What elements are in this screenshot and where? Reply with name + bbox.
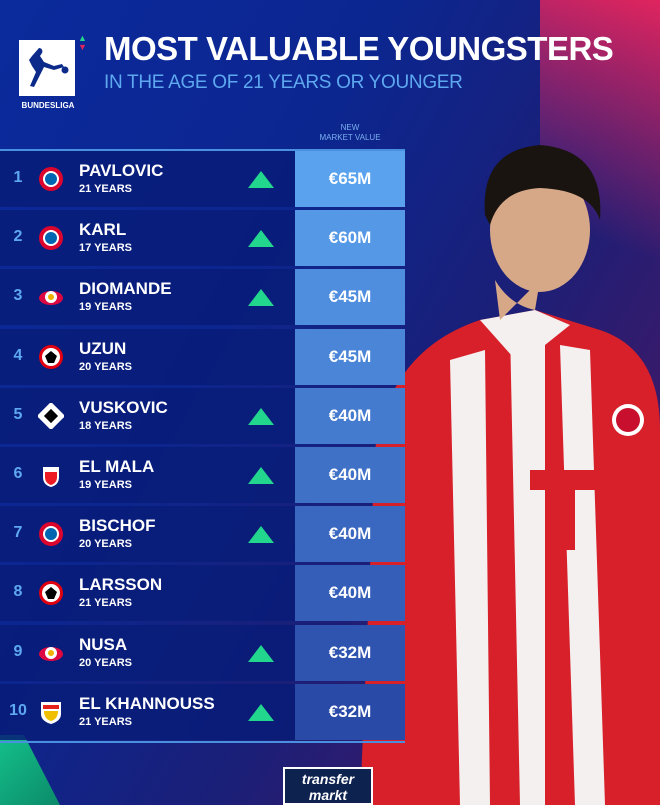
- column-header-market-value: NEW MARKET VALUE: [295, 123, 405, 143]
- club-crest-icon: [39, 646, 63, 661]
- club-crest-icon: [39, 581, 63, 606]
- player-name: DIOMANDE: [79, 279, 172, 299]
- trend-up-icon: [248, 171, 274, 188]
- club-crest-icon: [39, 522, 63, 547]
- player-age: 17 YEARS: [79, 242, 132, 255]
- player-name: LARSSON: [79, 575, 163, 595]
- player-age: 21 YEARS: [79, 597, 132, 610]
- table-bottom-line: [0, 741, 405, 743]
- trend-up-icon: [248, 467, 274, 484]
- rank-number: 4: [13, 346, 23, 364]
- player-name: EL MALA: [79, 457, 155, 476]
- table-row: 8 LARSSON 21 YEARS €40M: [0, 565, 405, 622]
- player-name: VUSKOVIC: [79, 397, 168, 417]
- player-name: EL KHANNOUSS: [79, 693, 215, 713]
- market-value: €40M: [295, 447, 405, 503]
- market-value: €40M: [295, 565, 405, 622]
- market-value: €32M: [295, 683, 405, 740]
- page-title: MOST VALUABLE YOUNGSTERS: [104, 30, 614, 67]
- background-accent-green: [0, 735, 60, 805]
- rank-number: 1: [13, 169, 23, 186]
- player-age: 21 YEARS: [79, 715, 132, 728]
- player-name: BISCHOF: [79, 516, 156, 536]
- up-down-arrows-icon: ▲ ▼: [78, 33, 87, 52]
- transfermarkt-logo: transfer markt: [283, 767, 373, 805]
- rank-number: 7: [13, 524, 23, 542]
- table-row: 4 UZUN 20 YEARS €45M: [0, 328, 405, 385]
- table-top-line: [0, 149, 405, 151]
- player-name: PAVLOVIC: [79, 161, 164, 180]
- rank-number: 8: [13, 583, 23, 601]
- trend-up-icon: [248, 289, 274, 307]
- table-row: 3 DIOMANDE 19 YEARS €45M: [0, 269, 405, 326]
- club-crest-icon: [38, 402, 64, 429]
- rank-number: 6: [13, 465, 23, 482]
- player-age: 21 YEARS: [79, 183, 132, 195]
- market-value: €45M: [295, 328, 405, 385]
- page-subtitle: IN THE AGE OF 21 YEARS OR YOUNGER: [104, 72, 463, 93]
- trend-up-icon: [248, 644, 274, 662]
- market-value: €60M: [295, 210, 405, 267]
- market-value: €45M: [295, 269, 405, 326]
- trend-up-icon: [248, 407, 274, 425]
- player-age: 20 YEARS: [79, 656, 132, 669]
- column-header-line1: NEW: [340, 123, 360, 132]
- player-name: NUSA: [79, 634, 128, 654]
- rank-number: 9: [13, 642, 23, 660]
- club-crest-icon: [39, 291, 63, 306]
- player-age: 20 YEARS: [79, 360, 132, 373]
- market-value: €65M: [295, 151, 405, 207]
- player-age: 20 YEARS: [79, 538, 132, 551]
- rank-number: 10: [9, 701, 27, 719]
- rank-number: 2: [13, 228, 23, 246]
- player-photo: [360, 145, 660, 805]
- player-age: 19 YEARS: [79, 301, 132, 314]
- player-age: 18 YEARS: [79, 419, 132, 432]
- player-name: KARL: [79, 220, 127, 240]
- bundesliga-logo: [19, 40, 75, 96]
- market-value: €40M: [295, 387, 405, 444]
- table-row: 2 KARL 17 YEARS €60M: [0, 210, 405, 267]
- trend-up-icon: [248, 526, 274, 544]
- column-header-line2: MARKET VALUE: [319, 133, 381, 142]
- player-name: UZUN: [79, 338, 127, 358]
- club-crest-icon: [39, 226, 63, 251]
- market-value: €32M: [295, 624, 405, 681]
- club-crest-icon: [39, 167, 63, 191]
- club-crest-icon: [43, 467, 59, 487]
- table-row: 6 EL MALA 19 YEARS €40M: [0, 447, 405, 503]
- table-row: 5 VUSKOVIC 18 YEARS €40M: [0, 387, 405, 444]
- table-row: 9 NUSA 20 YEARS €32M: [0, 624, 405, 681]
- club-crest-icon: [41, 701, 61, 724]
- logo-text: BUNDESLIGA: [21, 101, 75, 110]
- rank-number: 5: [13, 405, 23, 423]
- rank-number: 3: [13, 287, 23, 305]
- trend-up-icon: [248, 703, 274, 721]
- table-row: 7 BISCHOF 20 YEARS €40M: [0, 506, 405, 563]
- table-row: 10 EL KHANNOUSS 21 YEARS €32M: [0, 683, 405, 740]
- club-crest-icon: [39, 344, 63, 369]
- player-age: 19 YEARS: [79, 479, 132, 491]
- table-row: 1 PAVLOVIC 21 YEARS €65M: [0, 151, 405, 207]
- trend-up-icon: [248, 230, 274, 248]
- market-value: €40M: [295, 506, 405, 563]
